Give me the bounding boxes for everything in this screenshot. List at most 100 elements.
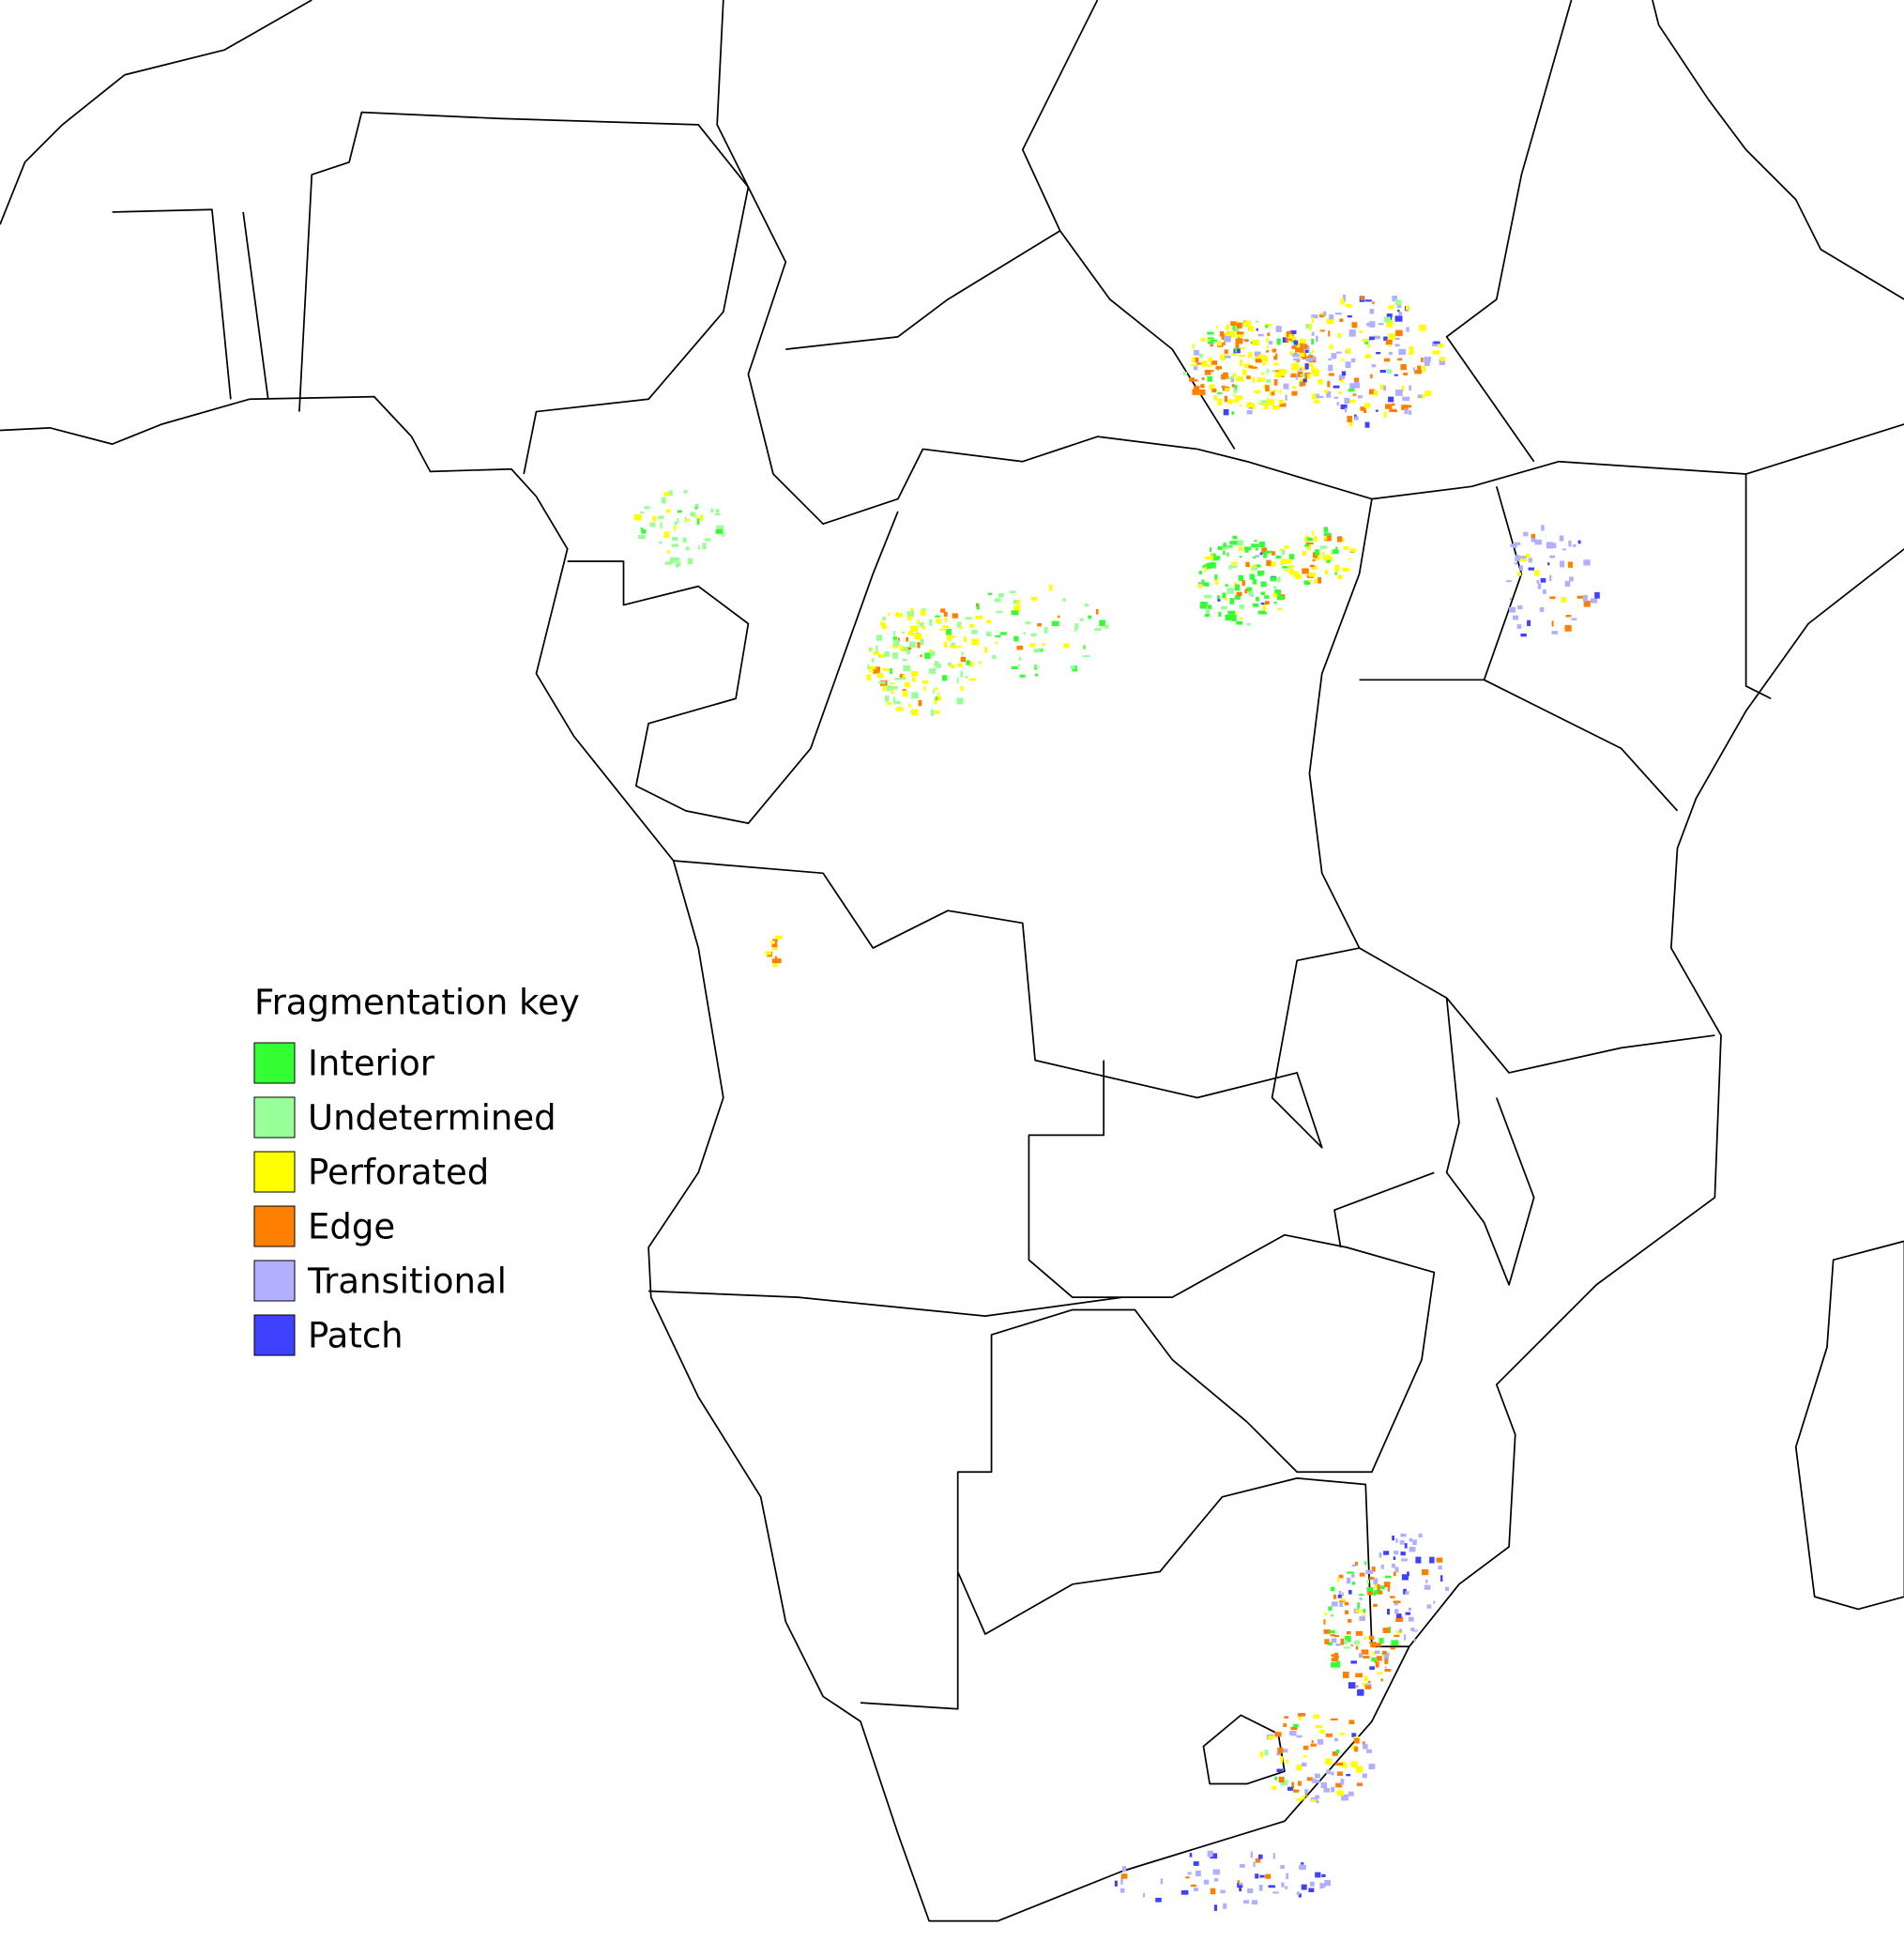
forest-pixel — [1397, 309, 1400, 313]
forest-pixel — [687, 558, 693, 565]
forest-pixel — [1033, 649, 1042, 653]
forest-pixel — [1415, 1556, 1422, 1564]
forest-pixel — [1272, 370, 1274, 373]
forest-pixel — [917, 642, 921, 649]
forest-pixel — [876, 673, 884, 679]
forest-pixel — [663, 492, 670, 497]
forest-pixel — [717, 525, 724, 530]
forest-pixel — [771, 943, 776, 948]
forest-pixel — [1432, 341, 1439, 346]
forest-pixel — [1259, 1751, 1263, 1758]
forest-pixel — [911, 671, 919, 677]
forest-pixel — [767, 955, 770, 957]
forest-pixel — [1375, 1661, 1379, 1668]
forest-pixel — [1225, 584, 1228, 587]
forest-pixel — [1564, 580, 1571, 587]
forest-pixel — [1234, 584, 1241, 591]
forest-pixel — [1242, 339, 1245, 342]
forest-pixel — [1278, 1776, 1285, 1783]
forest-pixel — [1309, 1881, 1315, 1887]
forest-pixel — [775, 944, 778, 950]
border — [648, 1171, 1435, 1648]
forest-pixel — [1436, 1557, 1443, 1563]
forest-pixel — [1202, 362, 1206, 368]
forest-pixel — [1195, 357, 1199, 363]
forest-pixel — [1262, 377, 1266, 382]
forest-pixel — [1302, 1745, 1309, 1751]
forest-pixel — [1339, 1599, 1346, 1602]
forest-pixel — [1223, 550, 1226, 556]
forest-pixel — [1521, 556, 1527, 559]
forest-pixel — [1023, 632, 1026, 635]
forest-pixel — [1519, 565, 1523, 571]
forest-pixel — [1363, 1656, 1370, 1659]
forest-pixel — [1160, 1878, 1164, 1885]
forest-pixel — [1013, 635, 1019, 642]
forest-pixel — [1247, 1888, 1254, 1894]
forest-pixel — [1261, 372, 1264, 375]
forest-pixel — [1296, 1735, 1302, 1738]
legend-label: Undetermined — [308, 1098, 556, 1139]
forest-pixel — [1244, 339, 1249, 343]
forest-pixel — [1207, 331, 1214, 335]
forest-pixel — [1289, 329, 1297, 334]
forest-pixel — [1328, 556, 1331, 560]
forest-pixel — [1311, 314, 1318, 319]
forest-pixel — [1305, 324, 1312, 329]
forest-pixel — [1354, 1746, 1359, 1752]
forest-pixel — [1319, 1729, 1325, 1734]
forest-pixel — [1180, 1889, 1189, 1895]
forest-pixel — [1070, 665, 1075, 669]
legend-swatch — [253, 1151, 296, 1193]
forest-pixel — [1347, 315, 1352, 318]
forest-pixel — [943, 612, 948, 617]
forest-pixel — [884, 651, 890, 657]
forest-pixel — [1568, 561, 1573, 568]
forest-pixel — [1193, 364, 1198, 371]
forest-pixel — [1272, 405, 1280, 410]
forest-pixel — [1379, 1585, 1385, 1590]
forest-pixel — [1238, 354, 1246, 357]
forest-pixel — [1231, 565, 1238, 569]
forest-pixel — [899, 674, 905, 679]
forest-pixel — [929, 619, 933, 626]
forest-pixel — [1207, 604, 1212, 609]
forest-pixel — [1369, 1666, 1375, 1670]
forest-pixel — [1409, 1537, 1412, 1542]
forest-pixel — [1232, 326, 1236, 331]
forest-pixel — [1403, 1588, 1407, 1595]
forest-pixel — [1279, 548, 1283, 551]
forest-pixel — [1366, 1579, 1370, 1584]
forest-pixel — [1122, 1866, 1127, 1873]
forest-pixel — [1318, 314, 1325, 318]
forest-pixel — [1368, 1635, 1375, 1640]
legend-label: Transitional — [307, 1261, 507, 1302]
forest-pixel — [1233, 328, 1240, 332]
forest-pixel — [1350, 1761, 1358, 1767]
forest-pixel — [1219, 330, 1225, 337]
forest-pixel — [1042, 643, 1045, 646]
border — [716, 0, 1904, 526]
forest-pixel — [1549, 574, 1552, 582]
forest-pixel — [684, 518, 691, 522]
forest-pixel — [1346, 1630, 1351, 1635]
forest-pixel — [1297, 371, 1303, 377]
forest-pixel — [1298, 1714, 1302, 1721]
forest-pixel — [1249, 573, 1255, 580]
forest-pixel — [1211, 558, 1215, 561]
forest-pixel — [1343, 1640, 1348, 1644]
forest-pixel — [1120, 1888, 1125, 1893]
forest-pixel — [906, 650, 910, 654]
forest-pixel — [1274, 1776, 1278, 1781]
forest-pixel — [1327, 1642, 1333, 1645]
forest-pixel — [661, 497, 666, 504]
forest-pixel — [1308, 1888, 1315, 1892]
forest-pixel — [946, 629, 952, 635]
forest-pixel — [1225, 355, 1231, 359]
forest-pixel — [1388, 1627, 1392, 1633]
forest-pixel — [894, 678, 903, 680]
forest-pixel — [1231, 561, 1238, 565]
forest-pixel — [1394, 1634, 1400, 1637]
forest-pixel — [1346, 304, 1352, 307]
forest-pixel — [1265, 1873, 1272, 1879]
